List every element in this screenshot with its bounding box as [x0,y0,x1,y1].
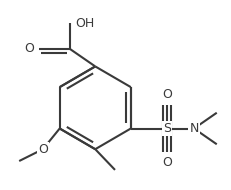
Text: O: O [38,143,48,156]
Text: N: N [189,122,199,135]
Text: S: S [163,122,171,135]
Text: OH: OH [76,17,95,30]
Text: O: O [24,42,34,55]
Text: O: O [162,156,172,169]
Text: O: O [162,88,172,101]
